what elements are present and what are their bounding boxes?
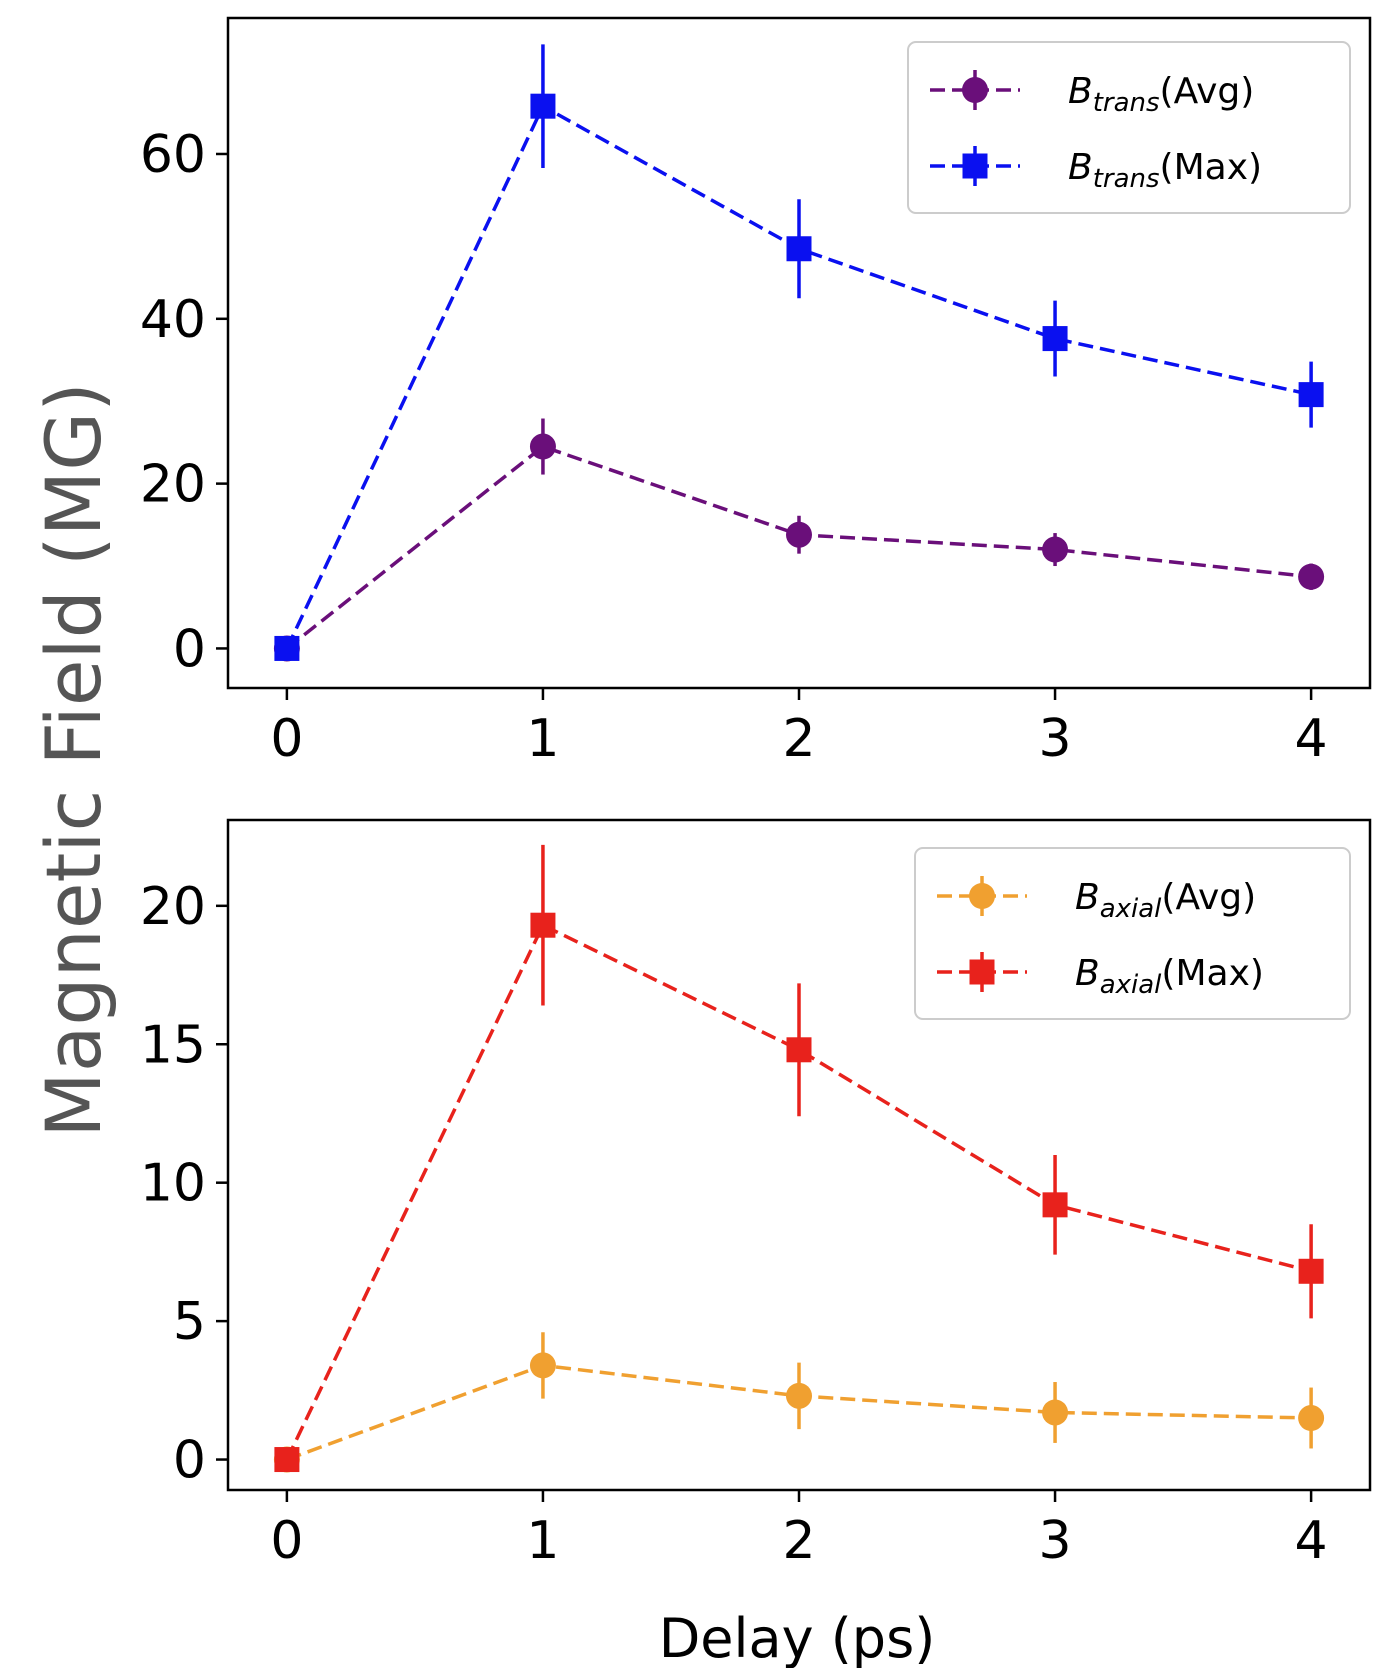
legend-label-suffix: (Avg) [1161, 877, 1256, 918]
legend-label-subscript: trans [1093, 88, 1160, 118]
data-point [786, 521, 812, 548]
legend-swatch-marker [962, 77, 988, 103]
legend-label-symbol: B [1068, 147, 1093, 188]
data-point [530, 912, 556, 938]
data-point [786, 1037, 812, 1063]
x-tick-label: 1 [526, 1511, 559, 1571]
y-axis-label: Magnetic Field (MG) [29, 382, 118, 1138]
y-tick-label: 0 [173, 619, 206, 679]
data-point [1298, 382, 1324, 408]
series-line [285, 922, 1312, 1461]
y-tick-label: 40 [140, 290, 206, 350]
y-tick-label: 20 [140, 455, 206, 515]
data-point [1042, 1399, 1069, 1426]
legend: Btrans(Avg)Btrans(Max) [907, 41, 1351, 214]
series-trans-avg [273, 418, 1325, 662]
data-point [786, 236, 812, 262]
data-point [529, 433, 556, 460]
y-tick-label: 60 [140, 125, 206, 185]
legend-label-suffix: (Max) [1161, 953, 1264, 994]
data-point [274, 1447, 300, 1473]
y-tick-label: 15 [140, 1015, 206, 1075]
x-tick-label: 4 [1295, 1511, 1328, 1571]
data-point [274, 635, 300, 661]
data-point [530, 93, 556, 119]
legend-swatch-marker [969, 883, 995, 909]
y-tick-label: 10 [140, 1154, 206, 1214]
legend-label: Baxial(Max) [1075, 953, 1264, 1000]
series-trans-max [274, 44, 1324, 661]
x-tick-label: 3 [1039, 709, 1072, 769]
legend-box [907, 41, 1351, 214]
data-point [1042, 536, 1069, 563]
series-axial-max [274, 844, 1324, 1473]
y-tick-label: 0 [173, 1431, 206, 1491]
x-tick-label: 1 [526, 709, 559, 769]
legend-label-subscript: axial [1100, 894, 1162, 924]
series-axial-avg [273, 1332, 1325, 1473]
legend-swatch-marker [962, 153, 988, 179]
data-point [529, 1352, 556, 1379]
x-tick-label: 3 [1039, 1511, 1072, 1571]
x-tick-label: 2 [782, 709, 815, 769]
x-tick-label: 4 [1295, 709, 1328, 769]
legend-swatch-marker [969, 959, 995, 985]
legend: Baxial(Avg)Baxial(Max) [914, 847, 1351, 1020]
legend-label-symbol: B [1075, 953, 1100, 994]
x-tick-label: 2 [782, 1511, 815, 1571]
data-point [1042, 1192, 1068, 1218]
legend-label-subscript: trans [1093, 164, 1160, 194]
legend-label: Btrans(Avg) [1068, 71, 1254, 118]
x-tick-label: 0 [270, 1511, 303, 1571]
legend-label-suffix: (Avg) [1160, 71, 1255, 112]
legend-label: Btrans(Max) [1068, 147, 1262, 194]
legend-label-suffix: (Max) [1160, 147, 1263, 188]
legend-box [914, 847, 1351, 1020]
y-tick-label: 20 [140, 877, 206, 937]
data-point [1042, 326, 1068, 352]
data-point [1298, 1405, 1325, 1432]
y-tick-label: 5 [173, 1292, 206, 1352]
data-point [786, 1382, 812, 1409]
legend-label-subscript: axial [1100, 970, 1162, 1000]
legend-label-symbol: B [1075, 877, 1100, 918]
data-point [1298, 563, 1325, 590]
legend-label: Baxial(Avg) [1075, 877, 1256, 924]
x-axis-label: Delay (ps) [659, 1607, 936, 1668]
legend-label-symbol: B [1068, 71, 1093, 112]
x-tick-label: 0 [270, 709, 303, 769]
data-point [1298, 1258, 1324, 1284]
